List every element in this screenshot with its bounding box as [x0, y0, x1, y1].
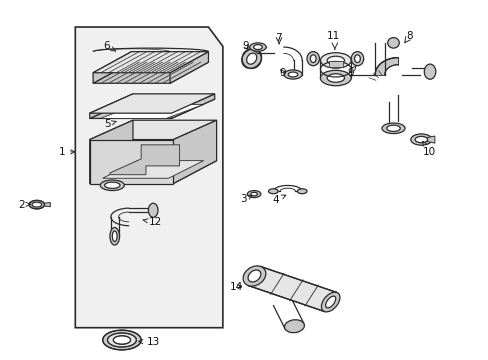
Polygon shape	[75, 27, 223, 328]
Ellipse shape	[387, 37, 399, 48]
Text: 7: 7	[274, 32, 281, 42]
Text: 2: 2	[18, 199, 30, 210]
Polygon shape	[93, 51, 131, 83]
Text: 8: 8	[406, 31, 412, 41]
Polygon shape	[173, 120, 216, 184]
Ellipse shape	[386, 125, 399, 131]
Polygon shape	[89, 94, 133, 118]
Ellipse shape	[107, 333, 136, 347]
Polygon shape	[328, 61, 342, 67]
Text: 9: 9	[279, 68, 285, 78]
Text: 1: 1	[59, 147, 75, 157]
Ellipse shape	[100, 180, 124, 190]
Polygon shape	[89, 120, 216, 140]
Polygon shape	[89, 140, 173, 184]
Ellipse shape	[287, 72, 297, 77]
Ellipse shape	[104, 182, 120, 188]
Ellipse shape	[253, 45, 262, 50]
Ellipse shape	[320, 70, 350, 86]
Ellipse shape	[29, 201, 44, 209]
Ellipse shape	[246, 53, 256, 64]
Polygon shape	[427, 136, 434, 143]
Polygon shape	[102, 161, 203, 178]
Text: 14: 14	[230, 282, 243, 292]
Ellipse shape	[247, 270, 260, 282]
Polygon shape	[44, 203, 50, 207]
Polygon shape	[93, 62, 208, 83]
Ellipse shape	[284, 320, 304, 333]
Ellipse shape	[424, 64, 435, 79]
Polygon shape	[89, 99, 214, 118]
Ellipse shape	[32, 202, 41, 207]
Polygon shape	[89, 161, 216, 184]
Ellipse shape	[113, 336, 130, 344]
Text: 4: 4	[272, 195, 285, 205]
Ellipse shape	[310, 55, 315, 63]
Text: 9: 9	[346, 66, 356, 78]
Text: 12: 12	[143, 217, 162, 227]
Text: 3: 3	[240, 194, 252, 204]
Ellipse shape	[250, 192, 257, 196]
Ellipse shape	[410, 134, 431, 145]
Polygon shape	[170, 51, 208, 83]
Ellipse shape	[243, 266, 265, 286]
Text: 13: 13	[139, 337, 160, 347]
Polygon shape	[89, 120, 133, 184]
Text: 5: 5	[103, 120, 116, 130]
Ellipse shape	[306, 51, 319, 66]
Ellipse shape	[326, 74, 344, 82]
Ellipse shape	[284, 70, 302, 79]
Text: 9: 9	[242, 41, 248, 51]
Polygon shape	[171, 94, 214, 118]
Ellipse shape	[325, 296, 335, 308]
Ellipse shape	[112, 231, 117, 242]
Ellipse shape	[249, 43, 265, 51]
Ellipse shape	[110, 228, 119, 245]
Ellipse shape	[148, 203, 158, 217]
Ellipse shape	[102, 330, 141, 350]
Polygon shape	[110, 145, 179, 175]
Text: 10: 10	[422, 141, 435, 157]
Polygon shape	[100, 104, 203, 118]
Polygon shape	[374, 58, 398, 75]
Polygon shape	[89, 94, 214, 113]
Ellipse shape	[321, 292, 339, 312]
Ellipse shape	[381, 123, 404, 134]
Ellipse shape	[326, 56, 344, 65]
Ellipse shape	[241, 49, 261, 68]
Polygon shape	[93, 51, 208, 73]
Ellipse shape	[268, 189, 278, 194]
Ellipse shape	[354, 55, 360, 63]
Text: 11: 11	[325, 31, 339, 41]
Ellipse shape	[320, 53, 350, 68]
Ellipse shape	[297, 189, 306, 194]
Ellipse shape	[350, 51, 363, 66]
Polygon shape	[248, 266, 336, 312]
Text: 6: 6	[103, 41, 115, 51]
Ellipse shape	[247, 190, 260, 198]
Ellipse shape	[414, 136, 427, 143]
